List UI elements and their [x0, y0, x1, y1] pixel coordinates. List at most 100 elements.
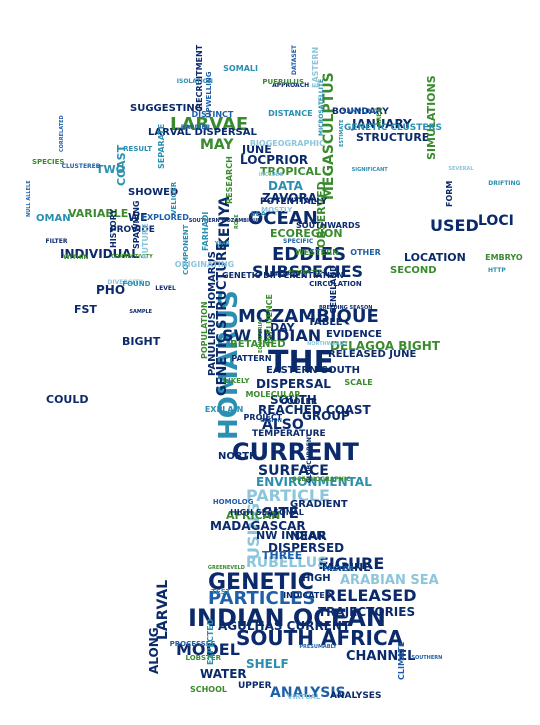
- cloud-word: SOUTHWARDS: [296, 221, 361, 230]
- cloud-word: RELEASED: [324, 586, 417, 605]
- cloud-word: RESULT: [123, 144, 153, 153]
- cloud-word: SOUTH: [270, 393, 317, 407]
- cloud-word: WATER: [200, 667, 247, 681]
- cloud-word: BARRIER: [180, 124, 211, 132]
- cloud-word: SEVERAL: [448, 165, 474, 172]
- cloud-word: BIGHT: [122, 335, 161, 348]
- cloud-word: PROVIDE: [110, 225, 155, 235]
- cloud-word: DELAGOA BIGHT: [330, 339, 440, 353]
- cloud-word: FACTOR: [323, 564, 355, 573]
- cloud-word: LOCATION: [404, 251, 466, 264]
- cloud-word: LEVEL: [155, 284, 176, 292]
- cloud-word: GREENEVELD: [207, 565, 245, 572]
- cloud-word: AFRICAN: [226, 509, 281, 522]
- cloud-word: VIRTUAL: [287, 692, 321, 701]
- cloud-word: DISPERSED: [268, 541, 345, 555]
- cloud-word: ORIGINATING: [174, 260, 235, 270]
- cloud-word: EVIDENCE: [326, 329, 382, 340]
- cloud-word: DISPERSAL: [256, 377, 331, 391]
- cloud-word: OCEANOGRAPHIC: [291, 476, 351, 484]
- cloud-word: SECOND: [390, 265, 437, 276]
- cloud-word: DISTANCE: [268, 109, 313, 119]
- cloud-word: EASTERN: [310, 46, 320, 88]
- cloud-word: TABLE: [308, 317, 343, 328]
- cloud-word: ECOREGION: [270, 227, 343, 240]
- cloud-word: PROCESSES: [169, 639, 216, 648]
- cloud-word: CORRELATED: [59, 115, 66, 153]
- cloud-word: MOSTLY: [261, 206, 293, 215]
- cloud-word: SAMPLE: [129, 308, 153, 315]
- cloud-word: TRAJECTORIES: [318, 605, 416, 619]
- cloud-word: CLIMATE: [396, 641, 406, 680]
- cloud-word: WESTERN: [295, 248, 339, 258]
- cloud-word: FST: [74, 303, 97, 316]
- cloud-word: ALSO: [262, 417, 304, 433]
- cloud-word: ANALYSES: [330, 691, 382, 701]
- cloud-word: NORTHWARDS: [307, 341, 348, 348]
- cloud-word: FILTER: [45, 237, 68, 245]
- cloud-word: SW INDIAN: [222, 326, 322, 345]
- cloud-word: USED: [430, 216, 479, 235]
- cloud-word: INFLUENCE: [265, 294, 275, 345]
- cloud-word: SEPARATE: [156, 123, 166, 170]
- cloud-word: PATTERN: [231, 353, 272, 363]
- cloud-word: HIGH: [302, 573, 331, 584]
- cloud-word: ANALYSIS: [270, 685, 346, 701]
- cloud-word: BIOGEOGRAPHIC: [249, 139, 325, 149]
- cloud-word: POTENTIALLY: [260, 197, 328, 207]
- cloud-word: SOMALI: [223, 64, 258, 74]
- cloud-word: PUERULUS: [262, 77, 305, 86]
- cloud-word: HIGH SEASONAL: [230, 507, 304, 517]
- cloud-word: FOUND: [122, 279, 151, 288]
- cloud-word: CONNECTIVITY: [111, 253, 153, 260]
- cloud-word: ARABIAN SEA: [340, 573, 439, 588]
- cloud-word: SUGGESTING: [130, 103, 203, 114]
- cloud-word: SPECIFIC: [283, 237, 314, 245]
- cloud-word: PANULIRUS HOMARUS: [207, 251, 218, 376]
- cloud-word: EDDIES: [272, 244, 347, 265]
- cloud-word: EXPLORED: [141, 212, 189, 222]
- cloud-word: CURRENT: [232, 438, 359, 466]
- cloud-word: SCALE: [344, 378, 373, 388]
- cloud-word: PARTICLES: [208, 588, 316, 609]
- cloud-word: INDIAN OCEAN: [188, 604, 386, 632]
- cloud-word: RESTRICTED: [288, 270, 323, 277]
- cloud-word: GROUP: [302, 409, 350, 423]
- cloud-word: MADAGASCAR: [210, 519, 306, 533]
- cloud-word: VARIABLE: [68, 207, 129, 220]
- cloud-word: PROJECT: [243, 413, 283, 423]
- cloud-word: ALONG: [147, 627, 161, 674]
- cloud-word: DATASET: [290, 45, 298, 76]
- cloud-word: LIKELY: [223, 377, 250, 386]
- cloud-word: BOUNDARY: [332, 107, 389, 117]
- cloud-word: ZAVORA: [262, 191, 317, 205]
- cloud-word: CHANNEL: [346, 649, 416, 664]
- cloud-word: DISTINCT: [191, 109, 234, 119]
- cloud-word: MOZAMBIQUE: [238, 306, 379, 327]
- cloud-word: TROPICAL: [260, 165, 322, 178]
- cloud-word: NORTH: [218, 451, 258, 462]
- cloud-word: UPWELLING: [205, 71, 214, 118]
- cloud-word: AGULHAS CURRENT: [218, 619, 351, 633]
- cloud-word: GLOBCURRENT: [306, 433, 314, 483]
- cloud-word: DIFFERENT: [269, 270, 301, 277]
- cloud-word: VELIGER: [170, 182, 179, 216]
- cloud-word: UPPER: [238, 681, 272, 691]
- cloud-word: NULL ALLELE: [25, 180, 32, 218]
- cloud-word: FUTURE: [141, 223, 151, 260]
- cloud-word: HOMOLOG: [212, 497, 254, 506]
- cloud-word: REACHED COAST: [258, 403, 371, 417]
- cloud-word: ENVIRONMENTAL: [256, 475, 372, 489]
- cloud-word: LOBSTER: [185, 654, 222, 663]
- cloud-word: INDIVIDUAL: [60, 247, 139, 261]
- cloud-word: SOUTHERN MOZAMBIQUE: [188, 217, 261, 224]
- cloud-word: COULD: [46, 393, 89, 406]
- cloud-word: SIGNIFICANT: [351, 166, 388, 173]
- cloud-word: DATA: [268, 179, 303, 193]
- cloud-word: SCHOOL: [189, 684, 227, 694]
- cloud-word: COOLER: [280, 396, 318, 406]
- cloud-word: MOLECULAR: [245, 389, 301, 399]
- cloud-word: MODEL: [176, 640, 240, 659]
- cloud-word: OCEAN: [248, 208, 318, 229]
